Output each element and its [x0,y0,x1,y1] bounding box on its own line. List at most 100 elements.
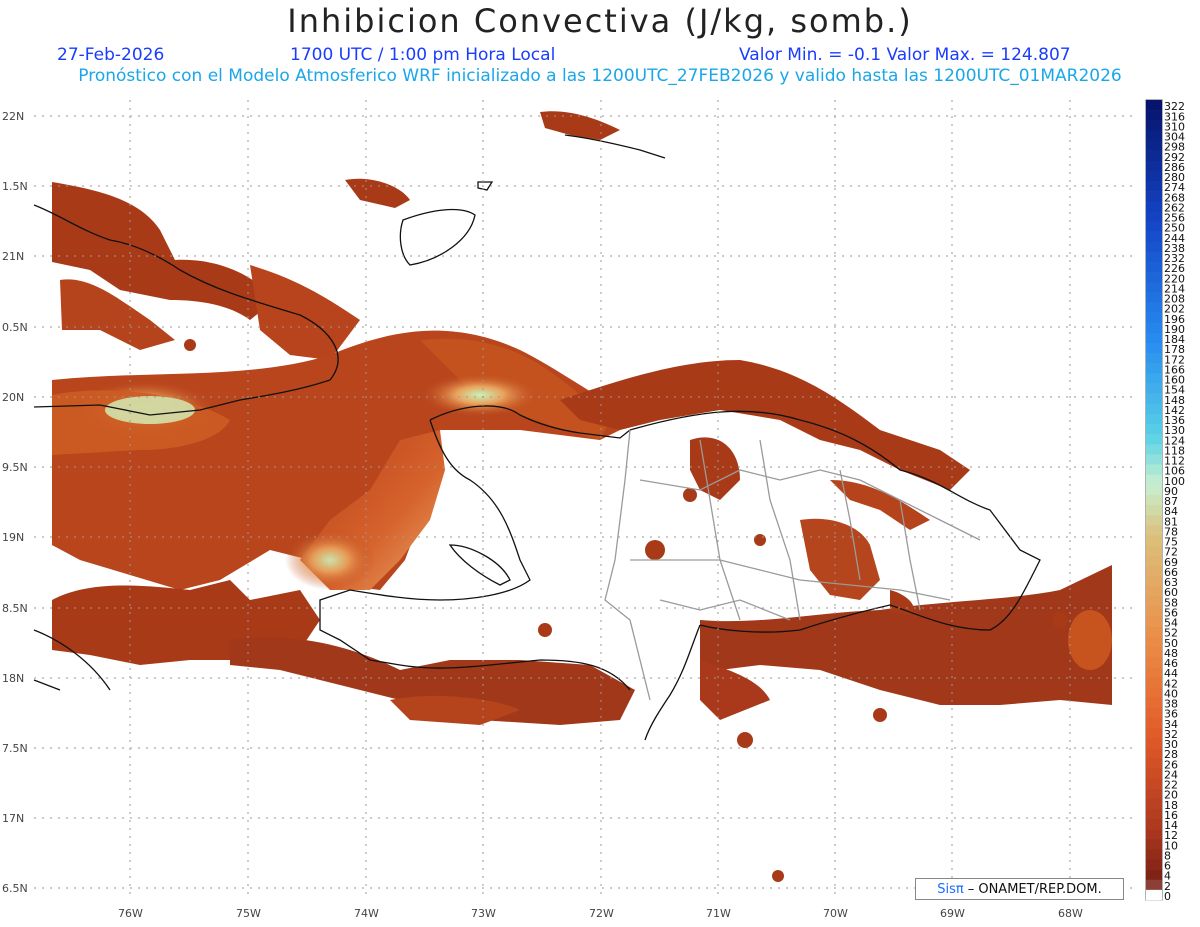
colorbar-label: 178 [1164,343,1185,356]
colorbar-swatch [1146,393,1162,405]
colorbar-swatch [1146,373,1162,384]
lat-label: 17N [2,812,24,825]
colorbar-label: 274 [1164,181,1185,194]
colorbar-label: 36 [1164,708,1178,721]
lat-label: 9.5N [2,461,28,474]
colorbar-label: 226 [1164,262,1185,275]
colorbar-label: 32 [1164,728,1178,741]
colorbar-swatch [1146,424,1162,435]
lat-label: 18N [2,672,24,685]
lat-label: 19N [2,531,24,544]
colorbar-swatch [1146,434,1162,445]
colorbar-label: 40 [1164,687,1178,700]
colorbar-swatch [1146,808,1162,820]
colorbar-swatch [1146,312,1162,324]
colorbar-swatch [1146,110,1162,121]
colorbar-swatch [1146,697,1162,708]
colorbar-swatch [1146,646,1162,658]
lon-label: 75W [236,907,261,920]
colorbar-label: 262 [1164,201,1185,214]
colorbar-swatch [1146,596,1162,607]
colorbar-label: 154 [1164,384,1185,397]
colorbar-label: 38 [1164,698,1178,711]
colorbar-swatch [1146,262,1162,273]
colorbar-swatch [1146,454,1162,465]
sis-logo: Sisπ [937,881,964,897]
min-max-values: Valor Min. = -0.1 Valor Max. = 124.807 [739,45,1071,65]
lat-label: 22N [2,110,24,123]
colorbar-swatch [1146,272,1162,283]
colorbar-swatch [1146,170,1162,182]
colorbar-label: 4 [1164,870,1171,883]
colorbar-label: 52 [1164,627,1178,640]
colorbar-swatch [1146,282,1162,293]
model-subtitle: Pronóstico con el Modelo Atmosferico WRF… [78,66,1122,86]
colorbar-label: 280 [1164,171,1185,184]
colorbar-swatch [1146,464,1162,475]
lat-label: 1.5N [2,180,28,193]
shaded-field [52,111,1112,882]
colorbar-swatch [1146,413,1162,425]
colorbar-swatch [1146,859,1162,870]
lon-label: 68W [1058,907,1083,920]
colorbar-label: 12 [1164,829,1178,842]
colorbar-swatch [1146,889,1162,901]
colorbar-label: 214 [1164,282,1185,295]
credit-box: Sisπ – ONAMET/REP.DOM. [915,878,1124,900]
colorbar-label: 72 [1164,546,1178,559]
colorbar-swatch [1146,251,1162,263]
colorbar-swatch [1146,302,1162,313]
colorbar-label: 2 [1164,880,1171,893]
colorbar-label: 238 [1164,242,1185,255]
colorbar-label: 20 [1164,789,1178,802]
colorbar-label: 208 [1164,293,1185,306]
colorbar-swatch [1146,798,1162,810]
colorbar-swatch [1146,363,1162,374]
colorbar-label: 90 [1164,485,1178,498]
lat-label: 0.5N [2,321,28,334]
province-boundaries [604,429,981,701]
colorbar-label: 256 [1164,212,1185,225]
colorbar-swatch [1146,626,1162,638]
colorbar-label: 60 [1164,586,1178,599]
colorbar-swatch [1146,575,1162,587]
colorbar-swatch [1146,241,1162,253]
colorbar-swatch [1146,474,1162,486]
colorbar-swatch [1146,535,1162,546]
colorbar-label: 44 [1164,667,1178,680]
lon-label: 76W [118,907,143,920]
colorbar-label: 286 [1164,161,1185,174]
colorbar-swatch [1146,140,1162,151]
colorbar-swatch [1146,737,1162,749]
colorbar-label: 190 [1164,323,1185,336]
latitude-labels: 22N 1.5N 21N 0.5N 20N 9.5N 19N 8.5N 18N … [2,110,28,895]
colorbar-label: 142 [1164,404,1185,417]
colorbar-swatch [1146,211,1162,222]
colorbar-label: 48 [1164,647,1178,660]
colorbar-swatch [1146,788,1162,800]
colorbar-label: 118 [1164,444,1185,457]
colorbar-swatch [1146,667,1162,678]
gridlines [34,100,1135,898]
colorbar-swatch [1146,707,1162,719]
colorbar-label: 56 [1164,606,1178,619]
colorbar-label: 292 [1164,151,1185,164]
colorbar-swatch [1146,839,1162,850]
colorbar-label: 81 [1164,515,1178,528]
colorbar-swatch [1146,748,1162,759]
colorbar-label: 124 [1164,434,1185,447]
colorbar-label: 78 [1164,525,1178,538]
colorbar-label: 244 [1164,232,1185,245]
colorbar-label: 6 [1164,860,1171,873]
colorbar-label: 0 [1164,890,1171,903]
colorbar-label: 220 [1164,272,1185,285]
colorbar-label: 136 [1164,414,1185,427]
colorbar-swatch [1146,120,1162,131]
lon-label: 73W [471,907,496,920]
colorbar-label: 54 [1164,617,1178,630]
colorbar-swatch [1146,758,1162,769]
forecast-time: 1700 UTC / 1:00 pm Hora Local [290,45,556,65]
colorbar-label: 322 [1164,100,1185,113]
colorbar-swatch [1146,201,1162,212]
